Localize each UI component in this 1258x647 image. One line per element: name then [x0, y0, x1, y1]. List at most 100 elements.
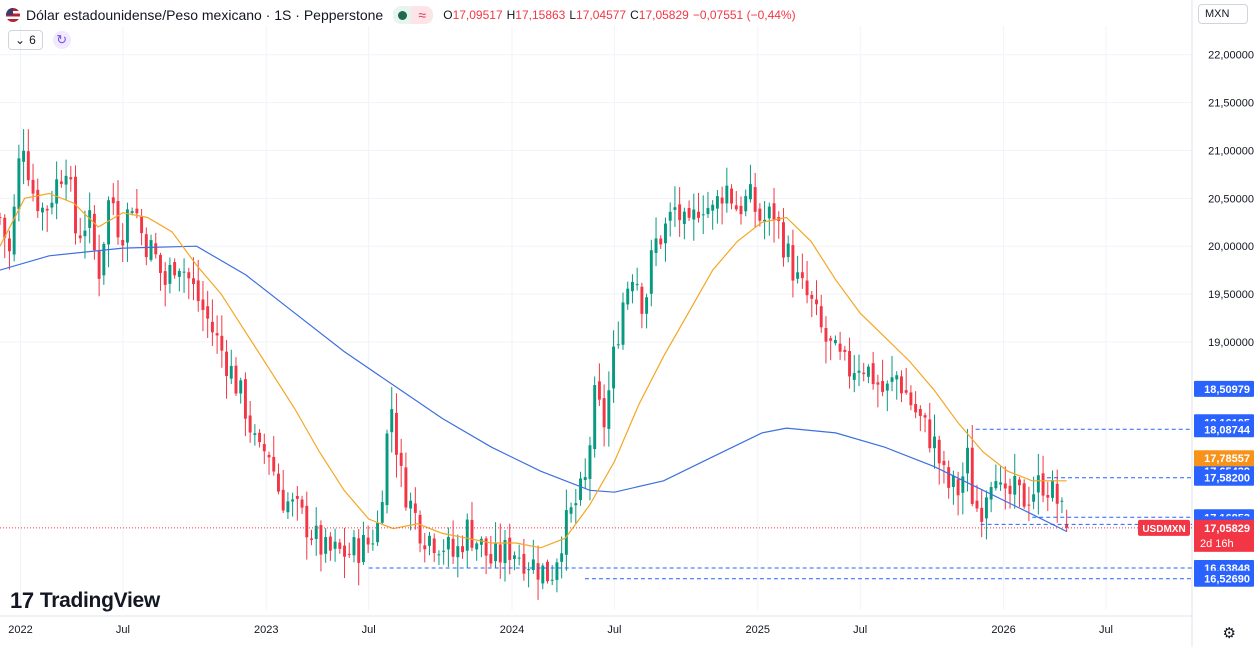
- candle-body: [503, 539, 507, 564]
- candle-body: [664, 223, 667, 244]
- candle-body: [829, 338, 833, 341]
- candle-body: [446, 536, 450, 550]
- candle-body: [1032, 494, 1036, 502]
- candle-body: [97, 251, 101, 279]
- candle-body: [1027, 504, 1031, 506]
- candle-body: [45, 208, 49, 211]
- chevron-down-icon: ⌄: [15, 33, 26, 47]
- candle-body: [649, 250, 653, 294]
- current-price-box: [1194, 519, 1254, 552]
- candle-body: [970, 447, 974, 504]
- settings-gear-icon[interactable]: ⚙: [1222, 625, 1236, 642]
- x-tick-label: Jul: [116, 624, 130, 636]
- candle-body: [711, 204, 715, 211]
- indicators-toggle[interactable]: ⌄ 6: [8, 30, 43, 50]
- candle-body: [229, 365, 233, 379]
- candle-body: [78, 235, 82, 239]
- candle-body: [83, 230, 87, 237]
- candle-body: [116, 201, 120, 238]
- candle-body: [980, 507, 984, 522]
- candle-body: [215, 333, 219, 336]
- candle-body: [140, 216, 144, 234]
- candle-body: [1022, 483, 1026, 507]
- candle-body: [947, 467, 951, 488]
- candle-body: [1003, 483, 1007, 489]
- candle-body: [154, 243, 158, 255]
- candle-body: [876, 382, 880, 385]
- candle-body: [144, 234, 148, 258]
- candle-body: [569, 507, 573, 514]
- candle-body: [753, 187, 757, 212]
- currency-selector[interactable]: MXN: [1198, 4, 1248, 24]
- candle-body: [0, 217, 2, 219]
- candle-body: [31, 179, 35, 194]
- level-price-label: 18,08744: [1204, 424, 1251, 436]
- ohlc-key: C: [630, 8, 639, 22]
- candle-body: [41, 207, 44, 213]
- candle-body: [239, 380, 243, 394]
- candle-body: [772, 203, 776, 221]
- candle-body: [593, 385, 597, 450]
- candle-body: [36, 189, 40, 212]
- usd-mxn-flag-icon: [6, 8, 20, 22]
- candle-body: [135, 208, 139, 214]
- candle-body: [588, 445, 592, 479]
- candle-body: [805, 280, 809, 296]
- tradingview-logo[interactable]: 17 TradingView: [10, 588, 160, 614]
- candle-body: [1051, 480, 1054, 498]
- candle-body: [866, 366, 870, 377]
- candle-body: [456, 546, 460, 558]
- countdown-label: 2d 16h: [1200, 538, 1234, 550]
- candle-body: [512, 555, 516, 559]
- candle-body: [7, 238, 11, 252]
- market-status-pill[interactable]: ≈: [393, 6, 434, 24]
- refresh-icon[interactable]: ↻: [52, 31, 71, 49]
- candle-body: [626, 288, 630, 305]
- candle-body: [843, 349, 847, 352]
- candle-body: [125, 209, 129, 243]
- y-tick-label: 20,00000: [1208, 241, 1254, 253]
- x-tick-label: 2025: [746, 624, 770, 636]
- candle-body: [810, 294, 814, 299]
- candle-body: [248, 415, 252, 433]
- candle-body: [1041, 473, 1045, 496]
- candle-body: [338, 542, 342, 549]
- candle-body: [409, 500, 413, 509]
- candle-body: [994, 481, 998, 489]
- x-tick-label: 2023: [254, 624, 278, 636]
- candle-body: [564, 510, 568, 555]
- market-open-dot-icon: [393, 6, 412, 24]
- candle-body: [418, 514, 422, 544]
- candle-body: [107, 200, 111, 245]
- candle-body: [196, 280, 200, 302]
- candle-body: [192, 278, 195, 285]
- candle-body: [484, 538, 488, 556]
- candle-body: [413, 503, 417, 513]
- level-price-label-box: [1194, 469, 1254, 486]
- candle-body: [210, 321, 214, 333]
- candle-body: [508, 537, 512, 560]
- candle-body: [177, 270, 181, 277]
- ohlc-key: H: [506, 8, 516, 22]
- candle-body: [758, 208, 762, 221]
- moving-average-fast-line: [0, 192, 1067, 549]
- level-price-label: 17,58200: [1204, 473, 1250, 485]
- symbol-title[interactable]: Dólar estadounidense/Peso mexicano · 1S …: [26, 7, 384, 23]
- candle-body: [966, 447, 970, 474]
- y-tick-label: 21,00000: [1208, 145, 1254, 157]
- candle-body: [937, 439, 941, 464]
- candle-body: [343, 545, 347, 557]
- candle-body: [69, 177, 73, 180]
- candle-body: [314, 525, 318, 540]
- candle-body: [399, 452, 403, 466]
- ohlc-value: 17,09517: [452, 8, 503, 22]
- candle-body: [225, 351, 229, 376]
- candle-body: [881, 380, 885, 392]
- candle-body: [999, 482, 1003, 485]
- chart-legend-header: Dólar estadounidense/Peso mexicano · 1S …: [0, 0, 1190, 30]
- candle-body: [579, 478, 582, 501]
- candle-body: [546, 561, 549, 582]
- candle-body: [800, 272, 804, 279]
- candle-body: [243, 379, 247, 419]
